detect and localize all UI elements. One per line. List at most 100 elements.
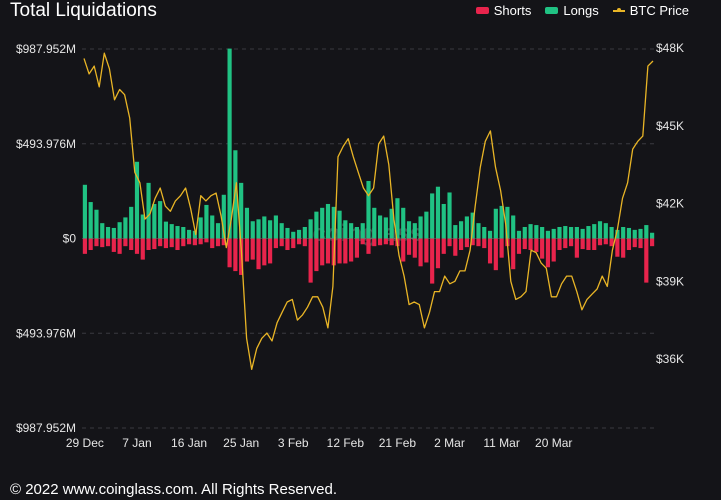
shorts-bar (540, 238, 545, 259)
btc-price-swatch-icon (612, 7, 625, 12)
longs-bar (464, 216, 469, 239)
y-left-tick-label: $987.952M (16, 42, 76, 56)
shorts-bar (621, 238, 626, 258)
longs-bar (499, 205, 504, 239)
shorts-bar (268, 238, 273, 264)
shorts-bar (516, 238, 522, 254)
shorts-bar (285, 238, 290, 251)
longs-bar (563, 226, 568, 239)
longs-bar (650, 232, 655, 239)
shorts-bar (343, 238, 348, 264)
longs-bar (273, 215, 278, 239)
shorts-bar (406, 238, 412, 255)
shorts-bar (134, 238, 140, 254)
longs-swatch-icon (545, 7, 559, 14)
x-tick-label: 11 Mar (483, 436, 519, 450)
longs-bar (204, 204, 209, 239)
shorts-bar (632, 238, 637, 248)
y-right-tick-label: $39K (656, 274, 684, 288)
shorts-bar (349, 238, 354, 262)
shorts-bar (227, 238, 232, 268)
x-tick-label: 20 Mar (535, 436, 572, 450)
shorts-bar (447, 238, 452, 247)
longs-bar (105, 226, 111, 239)
shorts-bar (111, 238, 116, 252)
longs-bar (82, 184, 87, 239)
shorts-bar (586, 238, 591, 251)
longs-bar (418, 216, 423, 239)
longs-bar (621, 226, 626, 239)
longs-bar (302, 226, 307, 239)
longs-bar (447, 192, 452, 239)
longs-bar (545, 230, 551, 239)
shorts-bar (291, 238, 296, 249)
shorts-bar (233, 238, 238, 272)
longs-bar (603, 223, 608, 239)
longs-bar (88, 202, 93, 239)
longs-bar (435, 186, 441, 239)
shorts-bar (262, 238, 267, 266)
shorts-bar (568, 238, 574, 247)
shorts-bar (181, 238, 186, 247)
shorts-bar (563, 238, 568, 249)
longs-bar (314, 211, 319, 239)
longs-bar (366, 180, 371, 239)
longs-bar (615, 229, 620, 239)
shorts-bar (129, 238, 134, 251)
shorts-bar (192, 238, 197, 246)
shorts-bar (430, 238, 435, 284)
shorts-bar (244, 238, 250, 262)
shorts-bar (320, 238, 325, 266)
longs-bar (117, 222, 122, 239)
longs-bar (227, 48, 232, 239)
shorts-bar (88, 238, 93, 251)
shorts-bar (123, 238, 128, 247)
longs-bar (215, 223, 221, 239)
longs-bar (487, 230, 493, 239)
legend-item-shorts[interactable]: Shorts (475, 3, 531, 18)
longs-bar (551, 228, 556, 239)
shorts-bar (105, 238, 111, 247)
shorts-bar (210, 238, 215, 249)
x-tick-label: 16 Jan (171, 436, 207, 450)
longs-bar (580, 228, 585, 239)
longs-bar (192, 230, 197, 239)
shorts-bar (100, 238, 105, 248)
shorts-bar (638, 238, 643, 249)
shorts-bar (487, 238, 493, 264)
shorts-bar (435, 238, 441, 269)
longs-bar (256, 219, 261, 239)
y-left-tick-label: $493.976M (16, 137, 76, 151)
longs-bar (626, 227, 632, 239)
longs-bar (568, 226, 574, 239)
longs-bar (459, 221, 464, 239)
shorts-bar (308, 238, 313, 283)
legend-item-btc-price[interactable]: BTC Price (612, 3, 689, 18)
shorts-bar (175, 238, 180, 251)
x-tick-label: 3 Feb (278, 436, 309, 450)
longs-bar (511, 215, 516, 239)
longs-bar (534, 225, 539, 239)
y-right-tick-label: $48K (656, 41, 684, 55)
longs-bar (163, 221, 169, 239)
longs-bar (574, 226, 579, 239)
shorts-bar (511, 238, 516, 270)
longs-bar (586, 226, 591, 239)
longs-bar (129, 206, 134, 239)
longs-bar (175, 226, 180, 239)
shorts-bar (354, 238, 360, 258)
shorts-bar (158, 238, 163, 247)
longs-bar (522, 226, 527, 239)
longs-bar (181, 226, 186, 239)
legend: Shorts Longs BTC Price (475, 3, 689, 18)
shorts-bar (163, 238, 169, 249)
longs-bar (210, 215, 215, 239)
longs-bar (325, 203, 331, 239)
shorts-bar (82, 238, 87, 254)
shorts-bar (534, 238, 539, 252)
legend-label-longs: Longs (563, 3, 599, 18)
legend-item-longs[interactable]: Longs (545, 3, 599, 18)
longs-bar (100, 223, 105, 239)
y-right-tick-label: $36K (656, 352, 684, 366)
longs-bar (291, 231, 296, 239)
